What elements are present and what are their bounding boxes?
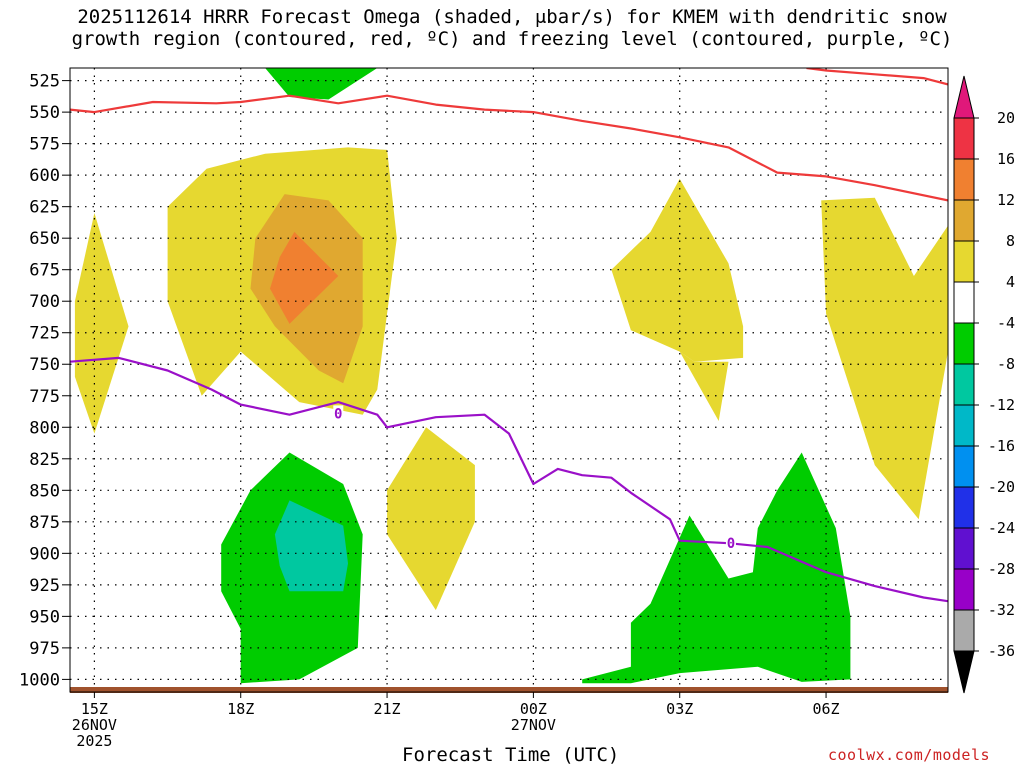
ytick-label-850: 850 <box>29 481 60 501</box>
ytick-label-775: 775 <box>29 387 60 407</box>
y-axis: 525 550 575 600 625 650 675 700 725 750 775 800 825 8… <box>19 72 70 690</box>
colorbar-box-9 <box>953 486 975 529</box>
colorbar-label-7: -12 <box>988 396 1015 414</box>
colorbar-label-11: -28 <box>988 560 1015 578</box>
ytick-label-650: 650 <box>29 229 60 249</box>
colorbar-label-4: 4 <box>1006 273 1015 291</box>
ground-strip <box>70 687 948 693</box>
title-line-1: 2025112614 HRRR Forecast Omega (shaded, … <box>77 6 947 28</box>
contour-line-2 <box>70 356 948 603</box>
contour-label-bg-1 <box>725 535 736 551</box>
omega-fill-2 <box>387 427 475 611</box>
colorbar-label-0: 20 <box>997 109 1015 127</box>
contour-line-0 <box>70 94 948 202</box>
xtick-label-21-0: 21Z <box>374 700 401 718</box>
omega-fill-4 <box>679 351 729 421</box>
omega-fill-0 <box>74 213 129 434</box>
credit-text: coolwx.com/models <box>828 746 991 764</box>
ytick-label-875: 875 <box>29 513 60 533</box>
ytick-label-550: 550 <box>29 103 60 123</box>
xtick-label-15-0: 15Z <box>81 700 108 718</box>
colorbar-box-0 <box>953 117 975 160</box>
colorbar-top-arrow <box>953 75 975 119</box>
colorbar-box-10 <box>953 527 975 570</box>
omega-fill-5 <box>821 197 948 520</box>
colorbar-label-12: -32 <box>988 601 1015 619</box>
xtick-label-15-1: 26NOV <box>72 716 117 734</box>
colorbar-label-5: -4 <box>997 314 1015 332</box>
omega-fill-11 <box>582 452 851 684</box>
colorbar-label-2: 12 <box>997 191 1015 209</box>
colorbar-box-8 <box>953 445 975 488</box>
xtick-label-18-0: 18Z <box>227 700 254 718</box>
ytick-label-675: 675 <box>29 261 60 281</box>
xtick-label-15-2: 2025 <box>76 732 112 750</box>
contour-label-bg-0 <box>333 405 344 421</box>
colorbar-box-12 <box>953 609 975 652</box>
omega-fill-7 <box>270 231 339 324</box>
xtick-label-24-0: 00Z <box>520 700 547 718</box>
colorbar: 20 16 12 8 4 -4 -8 -12 -16 -20 -24 -28 -32 -36 <box>953 75 1015 694</box>
colorbar-label-8: -16 <box>988 437 1015 455</box>
ytick-label-625: 625 <box>29 198 60 218</box>
ytick-label-600: 600 <box>29 166 60 186</box>
ytick-label-950: 950 <box>29 607 60 627</box>
omega-fill-3 <box>611 178 744 362</box>
colorbar-label-9: -20 <box>988 478 1015 496</box>
plot-frame <box>69 67 949 693</box>
ytick-label-975: 975 <box>29 639 60 659</box>
ytick-label-525: 525 <box>29 72 60 92</box>
colorbar-label-1: 16 <box>997 150 1015 168</box>
ytick-label-1000: 1000 <box>19 670 60 690</box>
colorbar-bottom-arrow <box>953 650 975 694</box>
ytick-label-575: 575 <box>29 135 60 155</box>
colorbar-label-13: -36 <box>988 642 1015 660</box>
title-line-2: growth region (contoured, red, ºC) and f… <box>71 28 953 50</box>
omega-fill-10 <box>274 500 348 592</box>
colorbar-label-10: -24 <box>988 519 1015 537</box>
chart-title: 2025112614 HRRR Forecast Omega (shaded, … <box>0 6 1024 50</box>
colorbar-box-4 <box>953 281 975 324</box>
colorbar-box-5 <box>953 322 975 365</box>
colorbar-box-2 <box>953 199 975 242</box>
colorbar-label-6: -8 <box>997 355 1015 373</box>
contour-label-1: 0 <box>727 536 735 552</box>
ytick-label-900: 900 <box>29 544 60 564</box>
contour-lines: 00 <box>70 68 948 603</box>
colorbar-label-3: 8 <box>1006 232 1015 250</box>
colorbar-box-6 <box>953 363 975 406</box>
ytick-label-750: 750 <box>29 355 60 375</box>
contour-label-0: 0 <box>334 406 342 422</box>
colorbar-box-1 <box>953 158 975 201</box>
ytick-label-925: 925 <box>29 576 60 596</box>
ytick-label-800: 800 <box>29 418 60 438</box>
omega-fills <box>74 68 948 684</box>
colorbar-box-11 <box>953 568 975 611</box>
xtick-label-30-0: 06Z <box>813 700 840 718</box>
omega-fill-8 <box>265 68 378 100</box>
colorbar-box-7 <box>953 404 975 447</box>
contour-line-1 <box>806 68 948 86</box>
ytick-label-725: 725 <box>29 324 60 344</box>
ytick-label-825: 825 <box>29 450 60 470</box>
x-axis-label: Forecast Time (UTC) <box>402 744 620 766</box>
xtick-label-27-0: 03Z <box>666 700 693 718</box>
ground-bar <box>70 687 948 693</box>
xtick-label-24-1: 27NOV <box>511 716 556 734</box>
ytick-label-700: 700 <box>29 292 60 312</box>
colorbar-box-3 <box>953 240 975 283</box>
